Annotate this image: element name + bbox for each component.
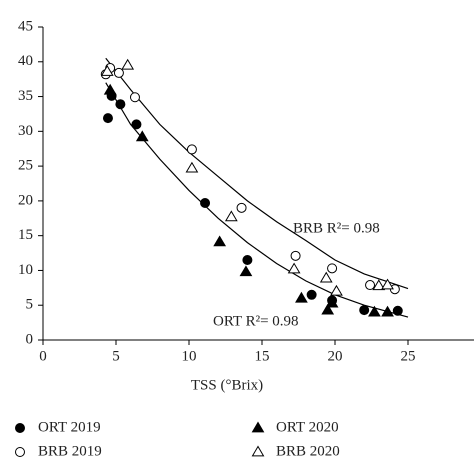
- point: [113, 67, 124, 78]
- point: [239, 265, 253, 277]
- point: [115, 99, 126, 110]
- point: [131, 119, 142, 130]
- point: [121, 58, 135, 70]
- y-tick-label: 30: [18, 123, 33, 139]
- point: [102, 113, 113, 124]
- trendline: [105, 82, 409, 318]
- point: [200, 197, 211, 208]
- legend-label: ORT 2020: [276, 419, 339, 435]
- x-tick-label: 10: [182, 348, 197, 364]
- point: [185, 161, 199, 173]
- point: [359, 305, 370, 316]
- point: [100, 65, 114, 76]
- point: [213, 235, 227, 247]
- point: [327, 263, 338, 274]
- point: [381, 305, 394, 317]
- y-tick-label: 25: [18, 158, 33, 174]
- legend-marker: [251, 421, 265, 433]
- trendline-label: BRB R²= 0.98: [293, 220, 380, 236]
- point: [290, 250, 301, 261]
- point: [236, 202, 247, 213]
- point: [242, 255, 253, 266]
- point: [392, 305, 403, 316]
- point: [365, 280, 376, 291]
- y-tick-label: 0: [26, 331, 34, 347]
- legend-label: ORT 2019: [38, 419, 101, 435]
- legend-marker: [15, 447, 25, 457]
- y-tick-label: 45: [18, 18, 33, 34]
- legend-label: BRB 2019: [38, 443, 102, 459]
- point: [129, 92, 140, 103]
- legend-marker: [251, 445, 265, 457]
- point: [319, 271, 333, 283]
- point: [306, 289, 317, 300]
- point: [224, 210, 238, 222]
- point: [186, 144, 197, 155]
- y-tick-label: 5: [26, 297, 34, 313]
- legend-label: BRB 2020: [276, 443, 340, 459]
- x-tick-label: 15: [255, 348, 270, 364]
- y-tick-label: 35: [18, 88, 33, 104]
- trendline: [105, 57, 409, 290]
- legend-marker: [15, 423, 25, 433]
- point: [321, 303, 335, 315]
- x-tick-label: 0: [39, 348, 47, 364]
- point: [287, 262, 301, 274]
- point: [381, 278, 394, 290]
- y-tick-label: 15: [18, 227, 33, 243]
- x-tick-label: 20: [328, 348, 343, 364]
- x-tick-label: 25: [401, 348, 416, 364]
- point: [135, 130, 149, 142]
- point: [372, 279, 386, 291]
- point: [325, 296, 339, 308]
- trendline-label: ORT R²= 0.98: [213, 313, 299, 329]
- y-tick-label: 10: [18, 262, 33, 278]
- point: [103, 83, 117, 95]
- x-tick-label: 5: [112, 348, 120, 364]
- point: [368, 305, 381, 317]
- point: [295, 291, 308, 303]
- x-axis-title: TSS (°Brix): [191, 377, 263, 393]
- y-tick-label: 20: [18, 192, 33, 208]
- y-tick-label: 40: [18, 53, 33, 69]
- point: [330, 284, 343, 296]
